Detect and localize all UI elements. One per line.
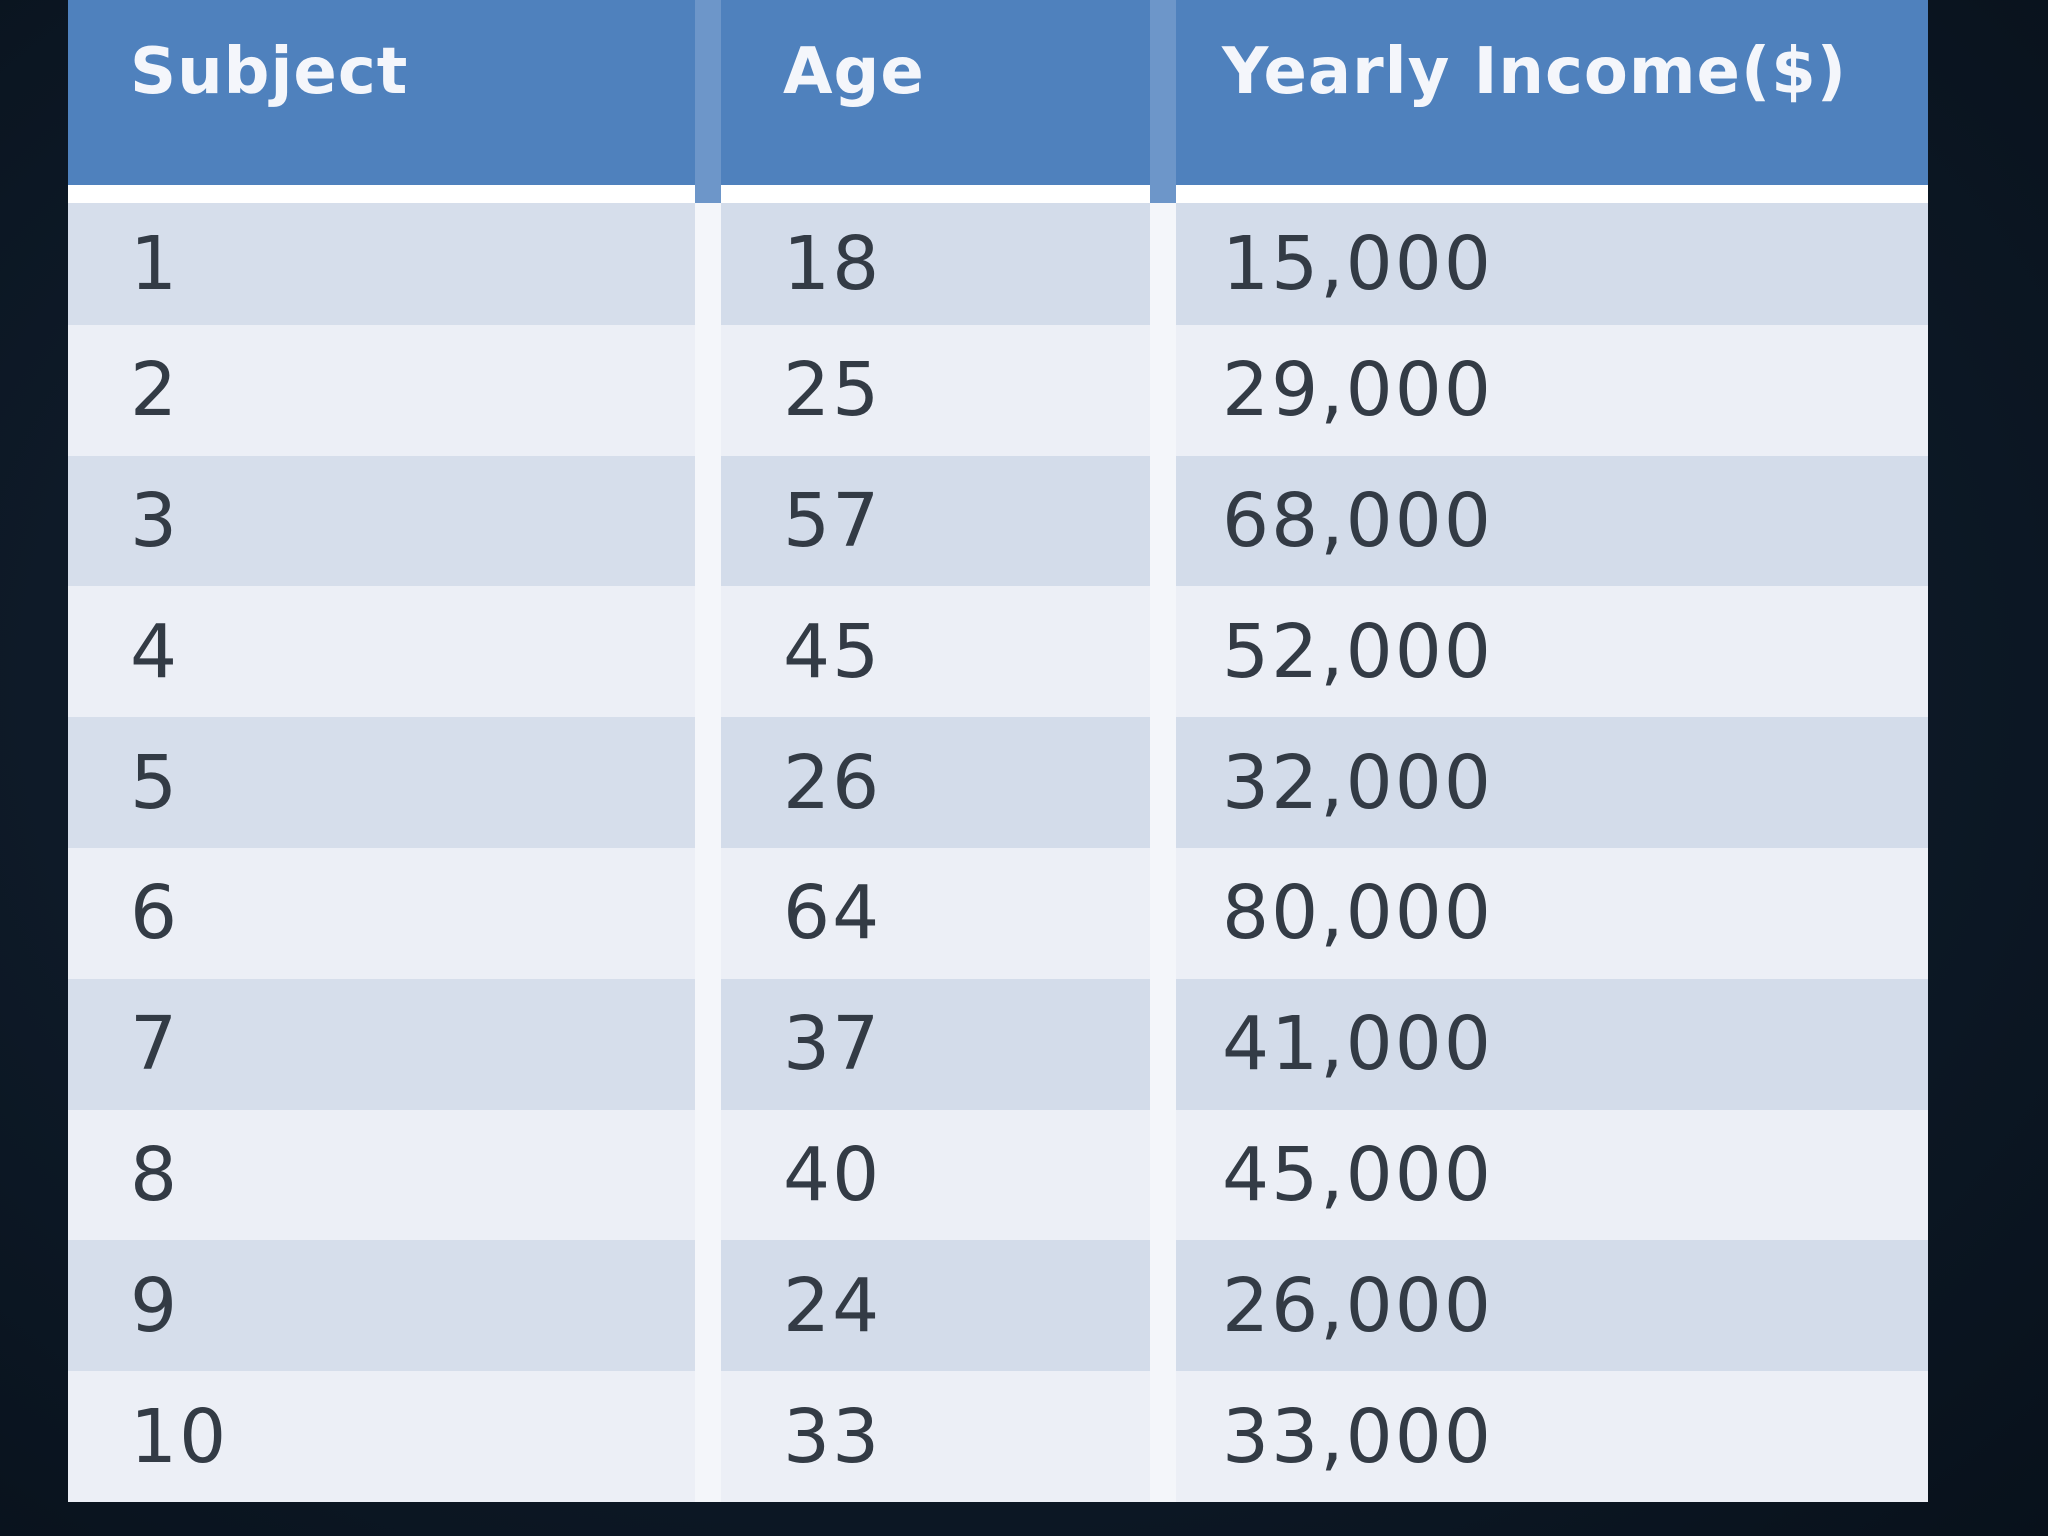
table-row: 10 33 33,000 — [68, 1371, 1928, 1502]
table-row: 1 18 15,000 — [68, 194, 1928, 325]
cell-income: 29,000 — [1163, 324, 1928, 456]
cell-subject: 1 — [68, 194, 721, 325]
table-row: 2 25 29,000 — [68, 324, 1928, 456]
cell-age: 37 — [708, 978, 1176, 1110]
data-table: Subject Age Yearly Income($) 1 18 15,000… — [68, 0, 1928, 1502]
cell-age: 18 — [708, 194, 1176, 325]
cell-age: 40 — [708, 1109, 1176, 1241]
cell-age: 57 — [708, 455, 1176, 587]
cell-subject: 9 — [68, 1240, 721, 1372]
header-subject: Subject — [68, 0, 721, 203]
cell-income: 68,000 — [1163, 455, 1928, 587]
header-yearly-income: Yearly Income($) — [1163, 0, 1928, 203]
cell-subject: 5 — [68, 717, 721, 848]
cell-income: 15,000 — [1163, 194, 1928, 325]
cell-subject: 8 — [68, 1109, 721, 1241]
data-table-container: Subject Age Yearly Income($) 1 18 15,000… — [68, 0, 1928, 1502]
cell-income: 52,000 — [1163, 586, 1928, 718]
cell-subject: 4 — [68, 586, 721, 718]
table-row: 8 40 45,000 — [68, 1109, 1928, 1241]
cell-age: 45 — [708, 586, 1176, 718]
table-header: Subject Age Yearly Income($) — [68, 0, 1928, 203]
cell-age: 24 — [708, 1240, 1176, 1372]
cell-income: 41,000 — [1163, 978, 1928, 1110]
cell-income: 26,000 — [1163, 1240, 1928, 1372]
table-body: 1 18 15,000 2 25 29,000 3 57 68,000 4 45… — [68, 194, 1928, 1502]
cell-income: 80,000 — [1163, 847, 1928, 979]
table-row: 4 45 52,000 — [68, 586, 1928, 718]
header-age: Age — [708, 0, 1176, 203]
cell-subject: 3 — [68, 455, 721, 587]
cell-age: 26 — [708, 717, 1176, 848]
table-row: 6 64 80,000 — [68, 847, 1928, 979]
cell-subject: 2 — [68, 324, 721, 456]
cell-subject: 10 — [68, 1371, 721, 1502]
table-row: 7 37 41,000 — [68, 978, 1928, 1110]
cell-age: 64 — [708, 847, 1176, 979]
cell-income: 45,000 — [1163, 1109, 1928, 1241]
table-row: 3 57 68,000 — [68, 455, 1928, 587]
table-row: 9 24 26,000 — [68, 1240, 1928, 1372]
cell-income: 32,000 — [1163, 717, 1928, 848]
table-row: 5 26 32,000 — [68, 717, 1928, 848]
cell-income: 33,000 — [1163, 1371, 1928, 1502]
cell-subject: 6 — [68, 847, 721, 979]
cell-age: 33 — [708, 1371, 1176, 1502]
header-row: Subject Age Yearly Income($) — [68, 0, 1928, 203]
cell-subject: 7 — [68, 978, 721, 1110]
cell-age: 25 — [708, 324, 1176, 456]
